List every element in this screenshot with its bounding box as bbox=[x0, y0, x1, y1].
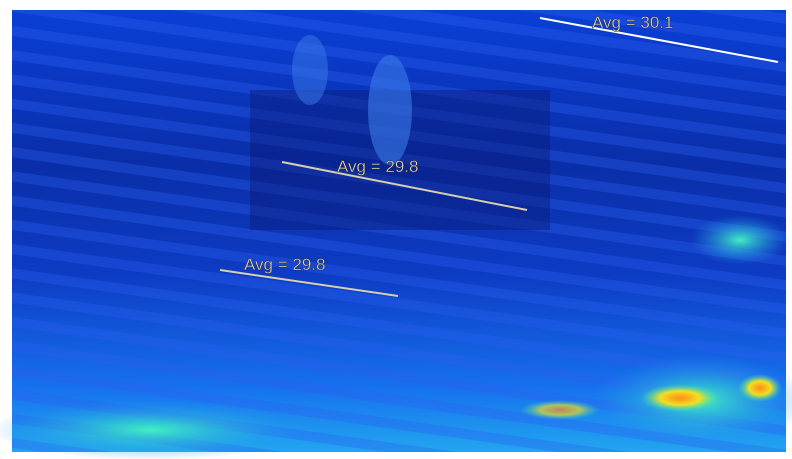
measure-line bbox=[281, 161, 528, 211]
annotation-label: Avg = 29.8 bbox=[244, 255, 325, 274]
warm-area bbox=[690, 215, 790, 265]
annotation-label: Avg = 29.8 bbox=[337, 157, 418, 176]
hot-spot bbox=[738, 374, 782, 402]
measure-line bbox=[219, 269, 399, 297]
warm-area bbox=[0, 400, 310, 459]
structure bbox=[368, 55, 412, 165]
annotations: Avg = 30.1 Avg = 29.8 Avg = 29.8 bbox=[219, 13, 779, 297]
hot-spot bbox=[520, 400, 600, 420]
structure bbox=[292, 35, 328, 105]
hot-spot bbox=[640, 384, 720, 412]
annotation-label: Avg = 30.1 bbox=[592, 13, 673, 32]
measure-line bbox=[539, 17, 779, 63]
